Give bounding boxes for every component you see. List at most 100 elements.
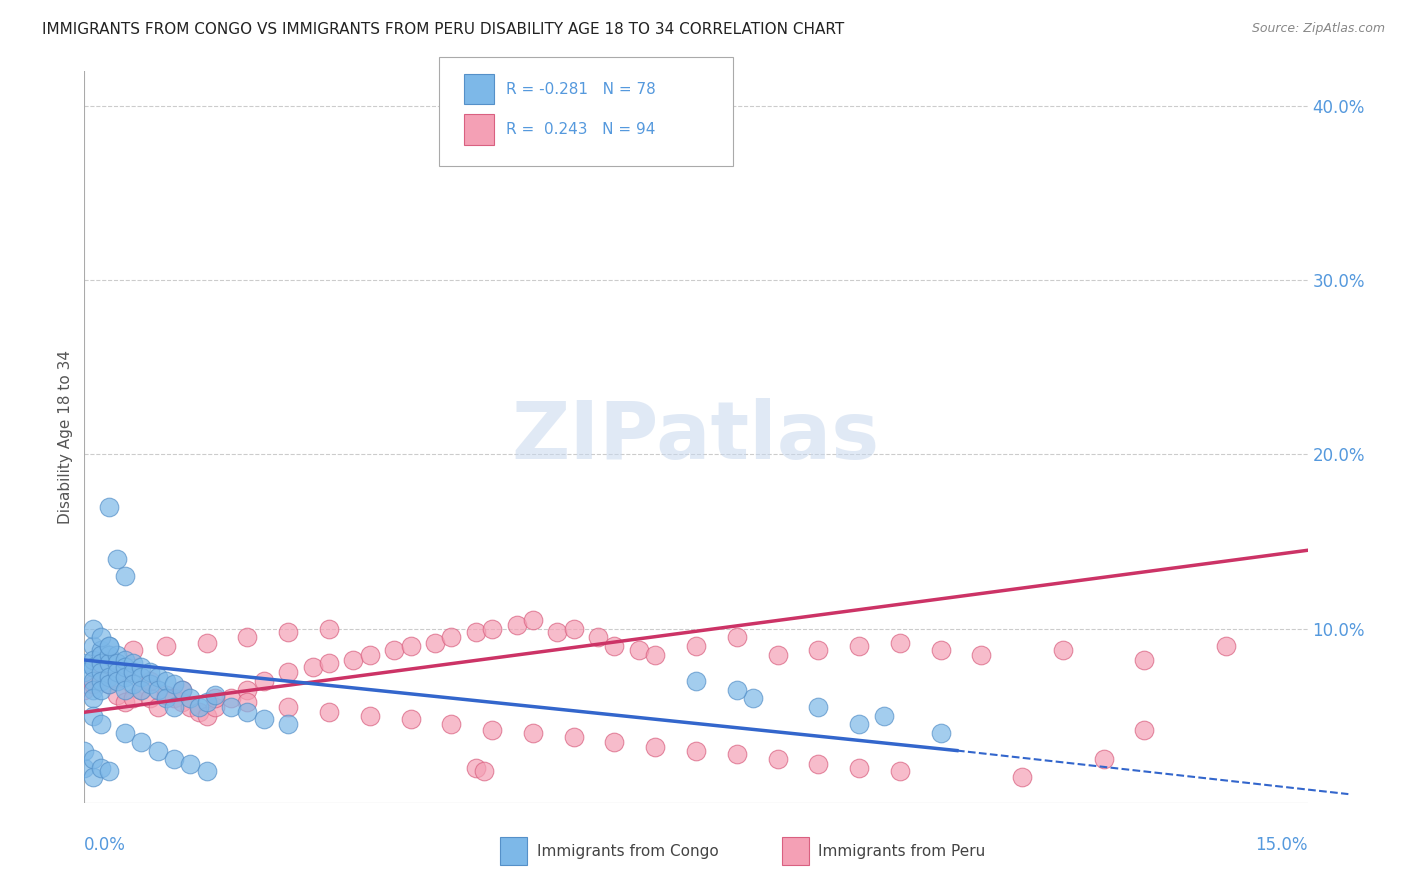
Immigrants from Peru [73,682,96,697]
Immigrants from Peru [848,761,870,775]
Immigrants from Congo [725,682,748,697]
Immigrants from Congo [163,677,186,691]
Text: Source: ZipAtlas.com: Source: ZipAtlas.com [1251,22,1385,36]
Immigrants from Congo [195,764,218,779]
Immigrants from Peru [122,642,145,657]
Immigrants from Peru [522,726,544,740]
Immigrants from Congo [90,642,112,657]
Immigrants from Congo [277,717,299,731]
Immigrants from Congo [90,665,112,680]
Immigrants from Peru [90,670,112,684]
Immigrants from Congo [253,712,276,726]
Immigrants from Congo [82,682,104,697]
Bar [464,114,494,145]
Immigrants from Peru [219,691,242,706]
Text: ZIPatlas: ZIPatlas [512,398,880,476]
Immigrants from Peru [807,757,830,772]
Text: IMMIGRANTS FROM CONGO VS IMMIGRANTS FROM PERU DISABILITY AGE 18 TO 34 CORRELATIO: IMMIGRANTS FROM CONGO VS IMMIGRANTS FROM… [42,22,845,37]
Immigrants from Peru [301,660,323,674]
Immigrants from Congo [97,648,120,662]
Immigrants from Peru [440,631,463,645]
Immigrants from Congo [82,770,104,784]
Immigrants from Congo [131,735,153,749]
Immigrants from Peru [82,677,104,691]
Immigrants from Peru [685,743,707,757]
Immigrants from Peru [131,682,153,697]
Immigrants from Congo [155,691,177,706]
Immigrants from Peru [603,735,626,749]
Immigrants from Peru [204,691,226,706]
Immigrants from Congo [163,700,186,714]
Immigrants from Congo [114,653,136,667]
Immigrants from Congo [236,705,259,719]
Immigrants from Congo [155,673,177,688]
Immigrants from Congo [82,691,104,706]
Immigrants from Congo [195,695,218,709]
Immigrants from Peru [204,700,226,714]
Immigrants from Congo [97,670,120,684]
Immigrants from Peru [766,648,789,662]
Immigrants from Peru [472,764,495,779]
Immigrants from Congo [82,653,104,667]
Immigrants from Peru [464,625,486,640]
Immigrants from Congo [179,691,201,706]
Immigrants from Peru [90,657,112,671]
Immigrants from Peru [277,700,299,714]
Immigrants from Congo [90,682,112,697]
Immigrants from Peru [562,622,585,636]
Immigrants from Congo [82,639,104,653]
Immigrants from Peru [1011,770,1033,784]
Immigrants from Congo [90,761,112,775]
Immigrants from Peru [122,691,145,706]
Immigrants from Peru [505,618,527,632]
Immigrants from Peru [277,665,299,680]
Immigrants from Peru [399,712,422,726]
Immigrants from Congo [97,639,120,653]
Immigrants from Congo [146,670,169,684]
Immigrants from Congo [97,677,120,691]
Immigrants from Congo [114,660,136,674]
Immigrants from Congo [929,726,952,740]
Immigrants from Congo [114,670,136,684]
Immigrants from Peru [138,673,160,688]
Text: Immigrants from Congo: Immigrants from Congo [537,844,718,859]
Immigrants from Peru [236,695,259,709]
Immigrants from Peru [929,642,952,657]
Immigrants from Peru [146,700,169,714]
Immigrants from Peru [546,625,568,640]
Immigrants from Congo [187,700,209,714]
Immigrants from Peru [586,631,609,645]
Immigrants from Congo [872,708,894,723]
Immigrants from Peru [725,631,748,645]
Immigrants from Congo [204,688,226,702]
Immigrants from Congo [114,569,136,583]
Immigrants from Congo [97,764,120,779]
Immigrants from Peru [481,723,503,737]
Immigrants from Peru [318,657,340,671]
Immigrants from Congo [90,657,112,671]
Immigrants from Peru [889,764,911,779]
Immigrants from Congo [97,639,120,653]
Immigrants from Peru [195,635,218,649]
Immigrants from Peru [423,635,446,649]
Immigrants from Congo [105,657,128,671]
Immigrants from Peru [318,622,340,636]
Immigrants from Congo [73,743,96,757]
Immigrants from Peru [627,642,650,657]
Immigrants from Congo [807,700,830,714]
Immigrants from Congo [138,665,160,680]
Immigrants from Congo [131,670,153,684]
Immigrants from Congo [82,622,104,636]
Immigrants from Congo [97,657,120,671]
Immigrants from Congo [105,665,128,680]
Immigrants from Congo [90,631,112,645]
Immigrants from Peru [114,665,136,680]
Immigrants from Congo [685,673,707,688]
Bar [782,838,808,865]
Immigrants from Congo [105,648,128,662]
Immigrants from Peru [155,639,177,653]
Immigrants from Peru [236,631,259,645]
Immigrants from Congo [82,673,104,688]
Bar [501,838,527,865]
Immigrants from Congo [179,757,201,772]
